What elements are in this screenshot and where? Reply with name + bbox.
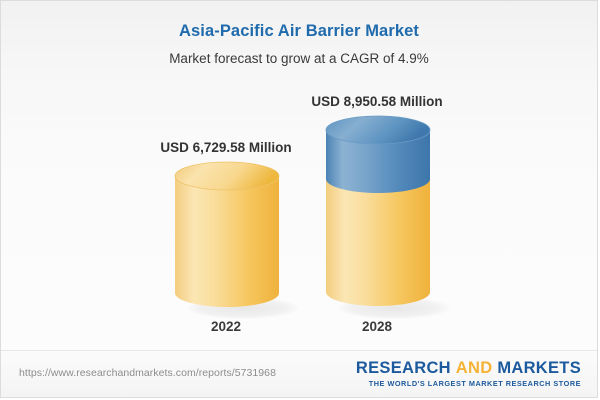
logo-wordmark: RESEARCH AND MARKETS — [356, 359, 581, 377]
bar-category-label-2022: 2022 — [210, 319, 242, 334]
bar-cylinder-2022[interactable] — [173, 161, 289, 321]
bar-value-label-2022: USD 6,729.58 Million — [160, 140, 292, 155]
logo-tagline: THE WORLD'S LARGEST MARKET RESEARCH STOR… — [368, 379, 581, 388]
chart-header: Asia-Pacific Air Barrier Market Market f… — [1, 1, 597, 67]
page-title: Asia-Pacific Air Barrier Market — [178, 22, 419, 40]
bar-category-label-2028: 2028 — [361, 319, 393, 334]
logo-word-and: AND — [455, 359, 493, 377]
bar-cylinder-2028[interactable] — [324, 115, 440, 320]
logo-word-research: RESEARCH — [355, 359, 451, 377]
logo-word-markets: MARKETS — [497, 359, 581, 377]
brand-logo[interactable]: RESEARCH AND MARKETS THE WORLD'S LARGEST… — [356, 359, 581, 389]
chart-plot-area: USD 6,729.58 Million — [1, 1, 597, 351]
footer: https://www.researchandmarkets.com/repor… — [1, 350, 597, 397]
bar-value-label-2028: USD 8,950.58 Million — [311, 94, 443, 109]
chart-subtitle: Market forecast to grow at a CAGR of 4.9… — [169, 51, 429, 66]
report-url[interactable]: https://www.researchandmarkets.com/repor… — [19, 367, 276, 379]
